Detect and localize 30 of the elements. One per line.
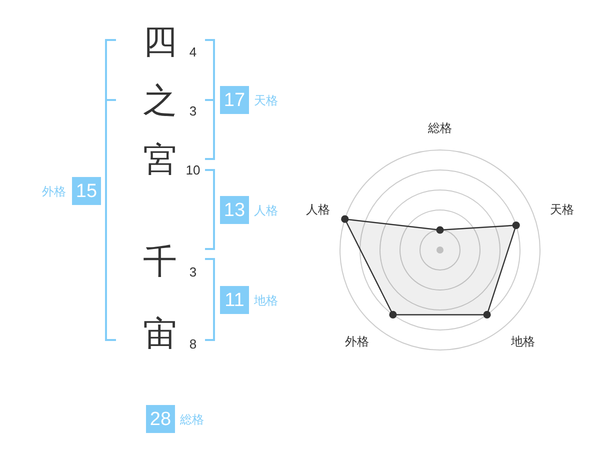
- label: 人格: [254, 204, 278, 218]
- data-label: 11: [224, 290, 244, 311]
- stroke-count: 3: [189, 104, 197, 118]
- stroke-count: 8: [189, 336, 197, 352]
- label: 外格: [42, 184, 66, 198]
- stroke-count: 4: [189, 44, 197, 60]
- stroke-count: 3: [189, 264, 197, 280]
- axis-label: 人格: [306, 202, 330, 217]
- data-label: 28: [150, 409, 172, 430]
- label: 総格: [180, 412, 204, 426]
- value: 17: [220, 86, 249, 114]
- axis-label: 外格: [345, 334, 370, 348]
- axis-label: 天格: [550, 202, 574, 217]
- character: 千: [143, 243, 177, 281]
- value: 11: [220, 286, 249, 314]
- axis-label: 総格: [428, 121, 452, 135]
- character: 四: [143, 23, 177, 61]
- data-label: 17: [224, 90, 246, 111]
- value: 28: [146, 405, 175, 433]
- label: 地格: [254, 294, 278, 308]
- character: 之: [143, 82, 177, 120]
- axis-label: 地格: [510, 334, 535, 348]
- label: 天格: [254, 94, 278, 108]
- character: 宙: [143, 315, 177, 353]
- value: 13: [220, 196, 249, 224]
- character: 宮: [143, 141, 177, 179]
- stroke-count: 10: [186, 162, 200, 178]
- value: 15: [72, 177, 101, 205]
- data-label: 15: [76, 181, 98, 202]
- data-label: 13: [224, 200, 246, 221]
